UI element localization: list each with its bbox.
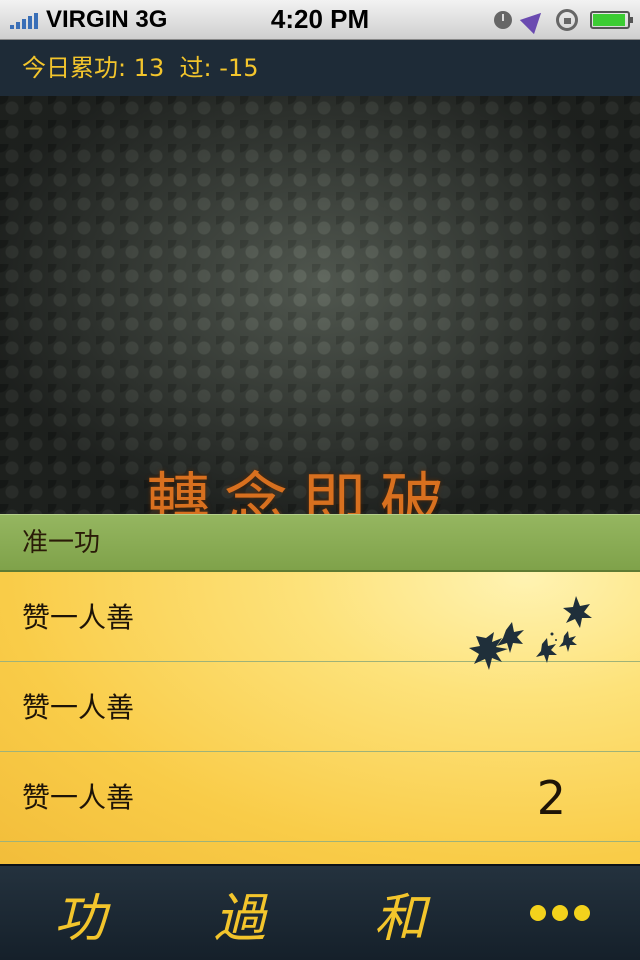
clock-icon bbox=[494, 11, 512, 29]
list-item-label: 赞一人善 bbox=[22, 691, 135, 724]
location-icon bbox=[519, 5, 549, 35]
signal-icon bbox=[10, 11, 40, 29]
daily-summary-bar: 今日累功: 13 过: -15 bbox=[0, 40, 640, 96]
status-time: 4:20 PM bbox=[270, 4, 370, 34]
list-item-label: 赞一人善 bbox=[22, 601, 135, 634]
carrier-name: VIRGIN bbox=[46, 6, 129, 33]
list-item-label: 赞一人善 bbox=[22, 781, 135, 814]
merit-count: 13 bbox=[133, 54, 165, 82]
tab-merit[interactable]: 功 bbox=[53, 888, 106, 949]
battery-icon bbox=[590, 11, 633, 29]
carrier-info: VIRGIN 3G bbox=[10, 6, 167, 34]
tab-total[interactable]: 和 bbox=[373, 888, 426, 949]
demerit-count: -15 bbox=[219, 54, 259, 82]
list-item[interactable]: 赞一人善 2 bbox=[0, 752, 640, 842]
section-header: 准一功 bbox=[0, 514, 640, 572]
tab-demerit[interactable]: 過 bbox=[213, 888, 266, 949]
summary-label: 今日累功: bbox=[22, 54, 127, 82]
list-item[interactable]: 赞一人善 bbox=[0, 662, 640, 752]
leaves-decoration-icon bbox=[469, 596, 592, 670]
rotation-lock-icon bbox=[556, 9, 578, 31]
tab-bar: 功 過 和 bbox=[0, 864, 640, 960]
merit-list[interactable]: 准一功 赞一人善 赞一人善 赞一人善 2 bbox=[0, 514, 640, 864]
more-tab-icon[interactable] bbox=[480, 905, 640, 921]
banner-title: 轉念即破 bbox=[146, 467, 458, 514]
banner-image: 轉念即破 bbox=[0, 96, 640, 514]
network-type: 3G bbox=[135, 6, 168, 33]
status-bar: VIRGIN 3G 4:20 PM bbox=[0, 0, 640, 40]
list-item[interactable]: 赞一人善 bbox=[0, 572, 640, 662]
list-item-count: 2 bbox=[536, 771, 566, 825]
demerit-label: 过: bbox=[179, 54, 212, 82]
